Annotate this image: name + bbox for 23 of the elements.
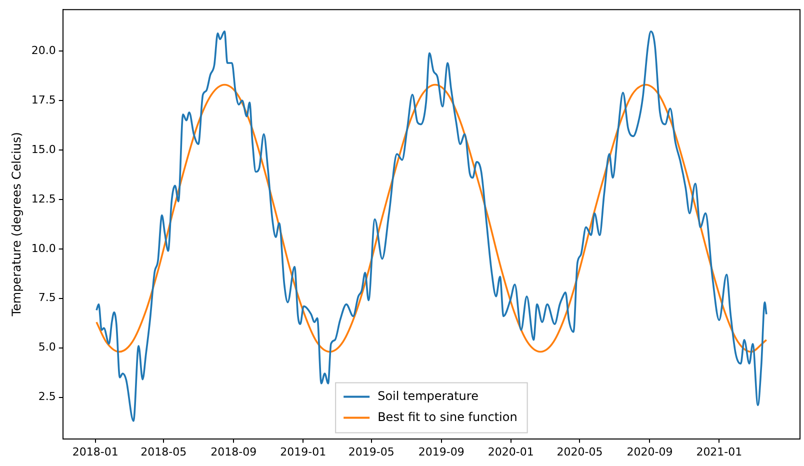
line-series <box>96 30 768 422</box>
y-tick-label: 12.5 <box>31 192 56 206</box>
x-tick-label: 2018-01 <box>72 445 118 458</box>
y-tick-label: 10.0 <box>31 242 56 255</box>
x-tick-label: 2021-01 <box>696 445 742 458</box>
y-axis-title: Temperature (degrees Celcius) <box>9 132 24 318</box>
legend-label: Best fit to sine function <box>378 410 518 424</box>
x-tick-label: 2019-05 <box>348 445 394 458</box>
y-tick-label: 17.5 <box>31 93 56 106</box>
x-tick-label: 2019-09 <box>418 445 464 458</box>
y-tick-label: 2.5 <box>38 390 56 404</box>
y-tick-label: 5.0 <box>38 340 56 354</box>
x-tick-label: 2019-01 <box>280 445 326 458</box>
x-tick-label: 2018-09 <box>210 445 257 458</box>
y-tick-label: 7.5 <box>38 291 56 304</box>
line-series <box>96 84 768 353</box>
x-tick-label: 2020-01 <box>488 445 534 458</box>
y-tick-label: 15.0 <box>31 142 56 156</box>
x-tick-label: 2020-05 <box>556 445 603 458</box>
x-tick-label: 2018-05 <box>140 445 187 458</box>
x-tick-label: 2020-09 <box>626 445 673 458</box>
legend-label: Soil temperature <box>378 388 478 403</box>
y-tick-label: 20.0 <box>31 44 56 57</box>
